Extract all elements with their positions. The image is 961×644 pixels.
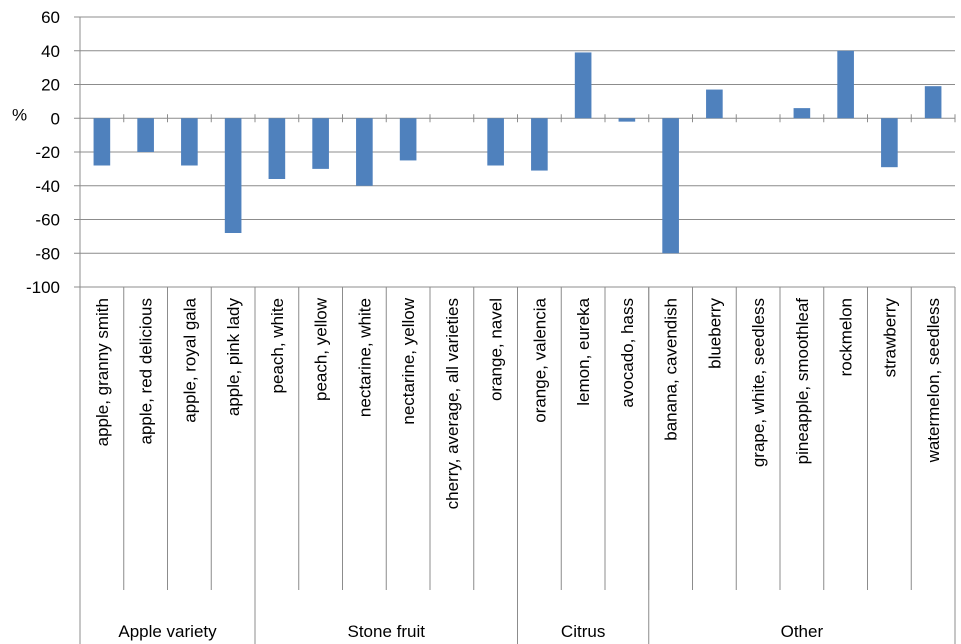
bar [356, 118, 373, 186]
category-label: cherry, average, all varieties [443, 298, 462, 509]
y-axis-unit-label: % [12, 105, 27, 124]
bar [181, 118, 198, 166]
bar [662, 118, 679, 254]
category-label: grape, white, seedless [749, 298, 768, 467]
category-label: apple, pink lady [224, 298, 243, 417]
category-label: peach, yellow [312, 297, 331, 401]
group-labels: Apple variety Stone fruit Citrus Other [118, 622, 823, 641]
category-label: orange, navel [487, 298, 506, 401]
bars [93, 50, 942, 254]
category-label: orange, valencia [530, 297, 549, 422]
category-label: pineapple, smoothleaf [793, 298, 812, 465]
y-tick-label: 40 [41, 42, 60, 61]
bar [574, 52, 592, 119]
y-tick-label: -80 [35, 244, 60, 263]
category-label: banana, cavendish [662, 298, 681, 441]
category-label: rockmelon [837, 298, 856, 376]
y-tick-label: -100 [26, 278, 60, 297]
y-tick-label: -20 [35, 143, 60, 162]
bar [706, 89, 723, 119]
group-label: Citrus [561, 622, 605, 641]
y-tick-label: -40 [35, 177, 60, 196]
bar [312, 118, 329, 169]
bar [487, 118, 504, 166]
bar [531, 118, 548, 171]
bar [924, 86, 942, 119]
category-label: avocado, hass [618, 298, 637, 408]
bar [837, 50, 854, 119]
bar [881, 118, 898, 168]
y-tick-label: 20 [41, 76, 60, 95]
axes [79, 17, 956, 644]
bar [268, 118, 286, 179]
group-label: Stone fruit [348, 622, 426, 641]
bar [618, 118, 636, 122]
y-tick-label: 60 [41, 8, 60, 27]
category-label: watermelon, seedless [924, 298, 943, 463]
group-label: Other [781, 622, 824, 641]
category-label: apple, royal gala [180, 297, 199, 422]
bar [793, 108, 811, 119]
bar [399, 118, 417, 161]
category-label: peach, white [268, 298, 287, 393]
category-label: apple, granny smith [93, 298, 112, 446]
category-label: lemon, eureka [574, 297, 593, 405]
category-label: strawberry [880, 298, 899, 378]
category-labels: apple, granny smith apple, red delicious a… [93, 297, 943, 509]
category-label: nectarine, yellow [399, 297, 418, 424]
gridlines [74, 16, 955, 288]
y-axis-tick-labels: 60 40 20 0 -20 -40 -60 -80 -100 [26, 8, 60, 297]
bar [93, 118, 111, 166]
group-label: Apple variety [118, 622, 217, 641]
category-label: apple, red delicious [137, 298, 156, 444]
category-label: blueberry [705, 298, 724, 369]
y-tick-label: 0 [51, 109, 60, 128]
y-tick-label: -60 [35, 211, 60, 230]
bar [224, 118, 242, 233]
category-label: nectarine, white [355, 298, 374, 417]
bar [137, 118, 154, 152]
